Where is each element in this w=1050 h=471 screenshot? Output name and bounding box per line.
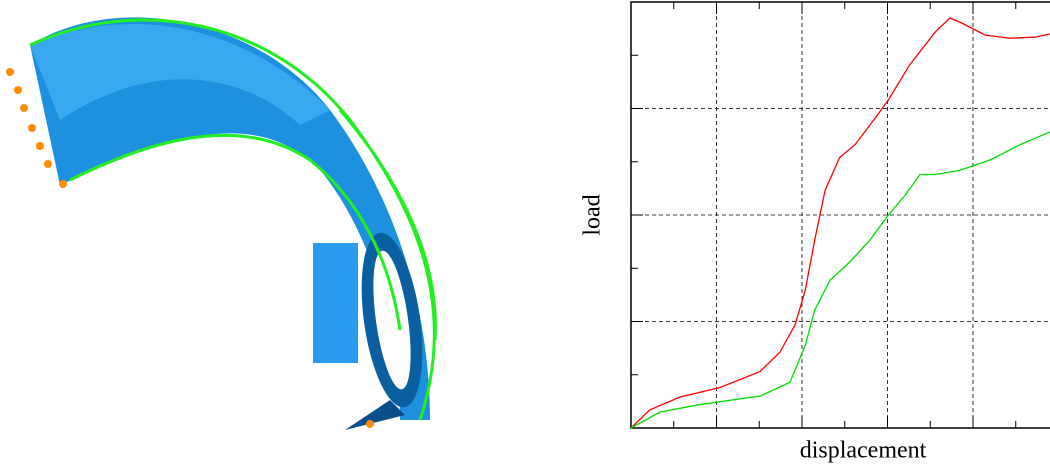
mesh-hole [373, 250, 411, 390]
mesh-wire [29, 18, 437, 421]
mesh-illustration [6, 17, 437, 430]
plot-frame [630, 1, 1050, 429]
data-line [630, 17, 1050, 429]
mesh-surface [30, 17, 430, 420]
y-axis-label: load [580, 194, 606, 235]
mesh-tip [345, 400, 405, 430]
mesh-surface [30, 24, 330, 126]
mesh-block [313, 243, 358, 363]
constraint-markers [6, 68, 374, 428]
x-axis-label: displacement [800, 438, 927, 464]
data-line [630, 131, 1050, 429]
